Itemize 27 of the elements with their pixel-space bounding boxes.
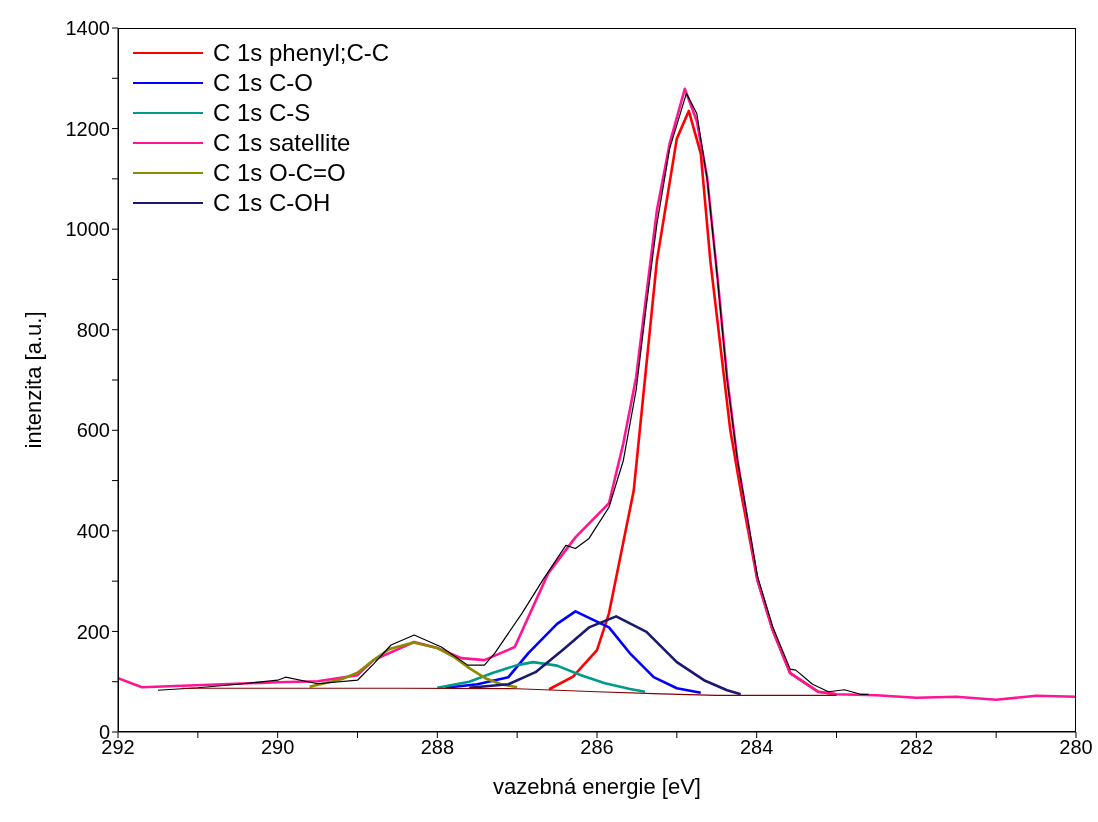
y-tick-label: 200 [76, 620, 110, 643]
x-tick-label: 282 [899, 736, 934, 759]
line-series [436, 660, 647, 694]
y-tick-label: 1000 [65, 218, 110, 241]
line-series [181, 687, 838, 696]
line-series [467, 615, 742, 696]
legend-label: C 1s phenyl;C-C [213, 39, 390, 67]
y-tick-label: 600 [76, 419, 110, 442]
x-tick-label: 280 [1059, 736, 1093, 759]
x-tick-label: 290 [260, 736, 295, 759]
line-series [444, 610, 703, 695]
line-series [308, 641, 519, 689]
x-axis-title: vazebná energie [eV] [493, 774, 701, 799]
y-tick-label: 1400 [65, 17, 110, 40]
legend-label: C 1s C-O [213, 69, 314, 97]
line-series [157, 92, 870, 695]
x-tick-label: 286 [580, 736, 614, 759]
y-tick-label: 1200 [65, 117, 110, 140]
legend-label: C 1s satellite [213, 129, 351, 157]
x-tick-label: 288 [420, 736, 455, 759]
y-axis-title: intenzita [a.u.] [20, 311, 46, 449]
y-tick-label: 800 [76, 318, 110, 341]
x-tick-label: 284 [739, 736, 774, 759]
legend-label: C 1s C-OH [213, 189, 331, 217]
y-tick-label: 400 [76, 519, 110, 542]
legend-label: C 1s O-C=O [213, 159, 346, 187]
legend-label: C 1s C-S [213, 99, 311, 127]
